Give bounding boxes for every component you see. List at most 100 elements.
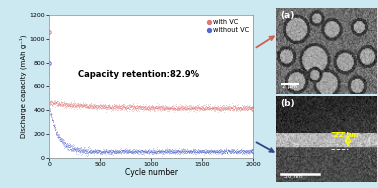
Point [222, 152, 228, 155]
Point [194, 105, 200, 108]
Point [161, 150, 167, 153]
Point [191, 107, 197, 110]
Point [93, 107, 99, 110]
Point [104, 150, 110, 153]
Point [104, 152, 110, 155]
Point [228, 106, 234, 109]
Point [119, 104, 125, 107]
Point [200, 148, 206, 151]
Point [116, 150, 122, 153]
Point [79, 148, 85, 151]
Point [127, 150, 133, 153]
Point [122, 106, 128, 109]
Point [87, 149, 93, 152]
Point [86, 150, 92, 153]
Point [233, 106, 239, 109]
Point [112, 150, 118, 153]
Point [59, 136, 65, 139]
Point [174, 107, 180, 110]
Point [102, 152, 108, 155]
Point [97, 106, 103, 109]
Point [189, 150, 195, 153]
Point [164, 106, 170, 109]
Point [222, 105, 228, 108]
Point [56, 102, 62, 105]
Point [61, 102, 67, 105]
Point [88, 149, 94, 152]
Point [81, 106, 87, 109]
Point [98, 150, 104, 153]
Point [116, 104, 122, 107]
Point [200, 105, 206, 108]
Point [246, 151, 252, 154]
Point [184, 150, 191, 153]
Point [231, 151, 237, 154]
Point [186, 106, 192, 109]
Point [249, 149, 255, 152]
Point [117, 151, 123, 154]
Point [121, 108, 127, 111]
Point [152, 105, 158, 108]
Point [169, 106, 175, 109]
Point [60, 139, 66, 142]
Point [116, 106, 122, 109]
Point [239, 148, 245, 151]
Point [76, 147, 82, 150]
Point [71, 150, 77, 153]
Point [124, 109, 130, 112]
Point [173, 149, 179, 152]
Point [68, 148, 74, 151]
Point [212, 105, 218, 108]
Point [232, 150, 238, 153]
Point [143, 105, 149, 108]
Point [161, 150, 167, 153]
Point [51, 101, 57, 104]
Point [215, 151, 221, 154]
Point [153, 152, 159, 155]
Point [90, 151, 96, 154]
Point [107, 104, 113, 107]
Point [248, 149, 254, 152]
Point [128, 150, 134, 153]
Point [179, 104, 185, 107]
Point [207, 150, 213, 153]
Point [88, 106, 94, 109]
Point [206, 104, 212, 107]
Point [135, 103, 141, 106]
Point [133, 107, 139, 110]
Point [223, 151, 229, 154]
Point [161, 107, 167, 110]
Point [160, 149, 166, 152]
Point [47, 101, 53, 104]
Point [152, 151, 158, 154]
Point [219, 108, 225, 111]
Point [123, 107, 129, 110]
Point [85, 103, 91, 106]
Point [153, 152, 159, 155]
Point [172, 149, 178, 152]
Point [232, 107, 238, 110]
Point [155, 107, 161, 110]
Point [163, 105, 169, 108]
Point [51, 124, 57, 127]
Point [55, 134, 61, 137]
Point [99, 106, 105, 109]
Point [62, 101, 68, 104]
Point [186, 151, 192, 154]
Point [83, 152, 89, 155]
Point [176, 108, 182, 111]
Point [80, 103, 86, 106]
Point [218, 149, 224, 152]
Point [233, 106, 239, 109]
Point [237, 150, 243, 153]
Point [148, 107, 154, 110]
Point [63, 104, 69, 107]
Point [93, 151, 99, 154]
Point [172, 108, 178, 111]
Point [56, 102, 62, 105]
Point [62, 104, 68, 107]
Point [77, 150, 83, 153]
Point [124, 107, 130, 110]
Point [81, 151, 87, 154]
Point [105, 152, 112, 155]
